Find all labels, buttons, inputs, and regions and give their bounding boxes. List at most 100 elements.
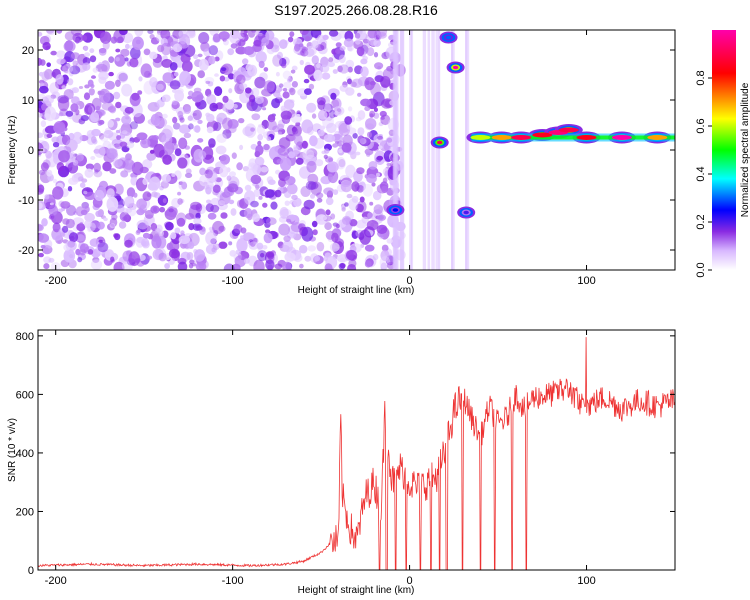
heatmap-noise-cell xyxy=(165,221,174,231)
heatmap-noise-cell xyxy=(304,88,312,95)
heatmap-noise-cell xyxy=(178,137,188,150)
heatmap-noise-cell xyxy=(299,244,308,254)
heatmap-noise-cell xyxy=(335,223,340,229)
heatmap-noise-cell xyxy=(198,32,210,44)
heatmap-noise-cell xyxy=(338,148,343,154)
heatmap-noise-cell xyxy=(235,249,242,255)
heatmap-noise-cell xyxy=(206,94,217,106)
heatmap-noise-cell xyxy=(303,78,310,84)
heatmap-noise-cell xyxy=(102,161,112,172)
heatmap-noise-cell xyxy=(324,263,333,270)
heatmap-noise-cell xyxy=(378,121,384,127)
heatmap-noise-cell xyxy=(71,96,80,105)
heatmap-noise-cell xyxy=(327,61,336,68)
heatmap-noise-cell xyxy=(149,34,155,40)
heatmap-noise-cell xyxy=(124,239,133,248)
heatmap-noise-cell xyxy=(236,238,248,253)
heatmap-noise-cell xyxy=(328,57,334,63)
heatmap-noise-cell xyxy=(234,186,243,195)
heatmap-noise-cell xyxy=(125,141,135,149)
heatmap-noise-cell xyxy=(69,65,81,75)
heatmap-noise-cell xyxy=(323,256,328,262)
heatmap-noise-cell xyxy=(90,83,95,89)
heatmap-noise-cell xyxy=(98,71,109,81)
heatmap-noise-cell xyxy=(153,206,158,213)
heatmap-noise-cell xyxy=(208,138,216,148)
heatmap-noise-cell xyxy=(38,233,50,243)
heatmap-noise-cell xyxy=(239,82,248,90)
heatmap-noise-cell xyxy=(220,212,228,219)
heatmap-noise-cell xyxy=(247,64,258,77)
heatmap-noise-cell xyxy=(306,160,317,173)
heatmap-noise-cell xyxy=(349,219,358,227)
heatmap-noise-cell xyxy=(122,32,134,44)
heatmap-noise-cell xyxy=(346,249,358,261)
heatmap-noise-cell xyxy=(94,145,106,158)
heatmap-noise-cell xyxy=(44,194,50,200)
heatmap-noise-cell xyxy=(172,116,178,124)
heatmap-noise-cell xyxy=(185,172,193,178)
heatmap-noise-cell xyxy=(38,169,46,176)
heatmap-noise-cell xyxy=(280,208,292,217)
heatmap-noise-cell xyxy=(227,73,235,80)
heatmap-noise-cell xyxy=(280,110,292,120)
heatmap-noise-cell xyxy=(365,80,370,85)
heatmap-noise-cell xyxy=(38,224,44,232)
heatmap-noise-cell xyxy=(346,193,353,199)
heatmap-noise-cell xyxy=(197,70,205,79)
heatmap-noise-cell xyxy=(331,232,339,243)
heatmap-noise-cell xyxy=(263,67,269,72)
heatmap-noise-cell xyxy=(44,106,57,122)
colorbar-label: Normalized spectral amplitude xyxy=(740,82,750,217)
heatmap-noise-cell xyxy=(377,145,383,150)
heatmap-noise-cell xyxy=(99,133,105,140)
heatmap-noise-cell xyxy=(97,242,109,253)
heatmap-noise-cell xyxy=(256,124,266,135)
heatmap-noise-cell xyxy=(197,119,203,124)
snr-series-line xyxy=(38,337,675,570)
heatmap-noise-cell xyxy=(244,184,252,192)
heatmap-noise-cell xyxy=(377,214,386,221)
heatmap-noise-cell xyxy=(222,117,233,130)
heatmap-noise-cell xyxy=(357,127,365,136)
heatmap-noise-cell xyxy=(283,81,292,89)
heatmap-noise-cell xyxy=(104,80,115,90)
heatmap-noise-cell xyxy=(252,213,260,223)
heatmap-noise-cell xyxy=(166,242,173,251)
heatmap-noise-cell xyxy=(230,43,238,49)
heatmap-noise-cell xyxy=(62,63,74,74)
heatmap-noise-cell xyxy=(49,82,59,95)
heatmap-noise-cell xyxy=(136,198,148,210)
heatmap-noise-cell xyxy=(98,239,103,243)
heatmap-noise-cell xyxy=(46,169,53,177)
heatmap-noise-cell xyxy=(193,217,202,225)
heatmap-noise-cell xyxy=(218,200,226,206)
heatmap-noise-cell xyxy=(194,249,206,262)
heatmap-noise-cell xyxy=(56,30,63,34)
heatmap-noise-cell xyxy=(341,142,352,153)
heatmap-noise-cell xyxy=(179,117,185,123)
heatmap-noise-cell xyxy=(229,171,236,177)
heatmap-noise-cell xyxy=(264,189,275,198)
heatmap-noise-cell xyxy=(140,138,151,149)
heatmap-noise-cell xyxy=(115,79,121,88)
heatmap-noise-cell xyxy=(38,85,49,94)
heatmap-noise-cell xyxy=(70,103,79,112)
heatmap-noise-cell xyxy=(204,169,213,179)
heatmap-feature xyxy=(437,140,443,145)
heatmap-noise-cell xyxy=(110,36,118,44)
heatmap-feature xyxy=(392,208,399,212)
heatmap-noise-cell xyxy=(93,162,101,173)
heatmap-noise-cell xyxy=(114,54,126,67)
heatmap-noise-cell xyxy=(132,36,144,50)
heatmap-noise-cell xyxy=(129,57,139,68)
heatmap-noise-cell xyxy=(38,132,44,138)
heatmap-noise-cell xyxy=(357,110,366,120)
heatmap-noise-cell xyxy=(150,113,161,126)
heatmap-noise-cell xyxy=(373,204,383,215)
heatmap-noise-cell xyxy=(372,190,382,201)
heatmap-noise-cell xyxy=(228,176,240,190)
heatmap-noise-cell xyxy=(356,46,365,57)
heatmap-noise-cell xyxy=(257,250,268,262)
